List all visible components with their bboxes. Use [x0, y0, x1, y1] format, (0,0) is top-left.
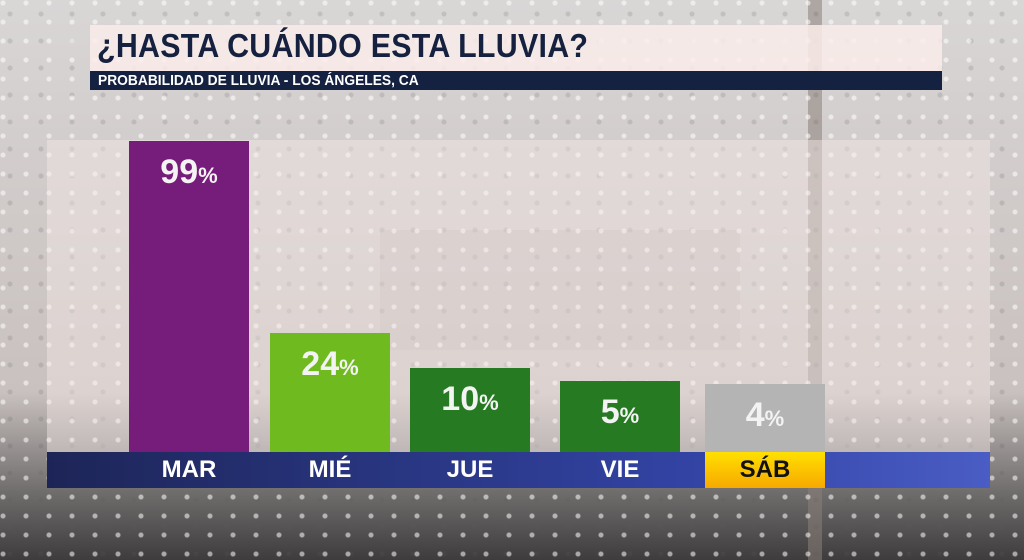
title-banner: [90, 25, 942, 71]
data-label: 24%: [301, 344, 359, 383]
bar-mar: 99%: [129, 140, 249, 452]
subtitle-banner: PROBABILIDAD DE LLUVIA - LOS ÁNGELES, CA: [90, 71, 942, 90]
x-axis-band: [47, 452, 990, 488]
bar-mié: 24%: [270, 332, 390, 452]
chart-subtitle: PROBABILIDAD DE LLUVIA - LOS ÁNGELES, CA: [98, 72, 419, 89]
bar-jue: 10%: [410, 368, 530, 452]
data-label: 99%: [160, 152, 218, 191]
bar-vie: 5%: [560, 381, 680, 452]
x-tick-label: MAR: [161, 456, 217, 483]
x-tick-label: JUE: [446, 456, 494, 483]
x-tick-label: MIÉ: [308, 456, 352, 483]
bar-sáb: 4%: [705, 383, 825, 452]
x-tick-label: VIE: [600, 456, 640, 483]
data-label: 5%: [600, 393, 640, 432]
data-label: 10%: [441, 380, 499, 419]
chart-title: ¿HASTA CUÁNDO ESTA LLUVIA?: [97, 27, 589, 64]
x-tick-label: SÁB: [705, 452, 825, 488]
data-label: 4%: [745, 395, 785, 434]
